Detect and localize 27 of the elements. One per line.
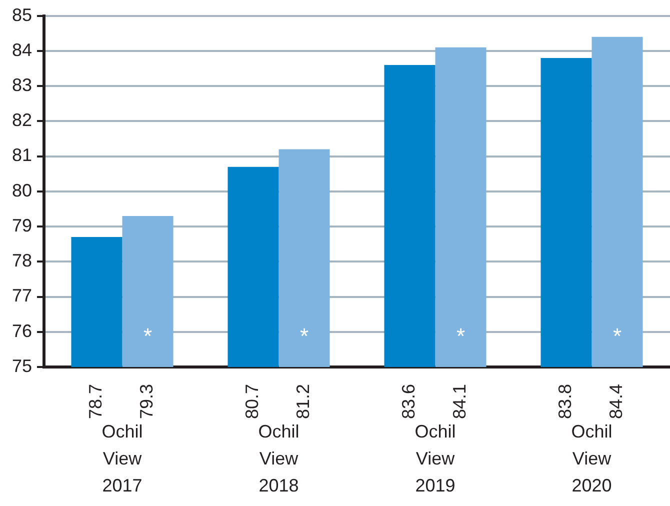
y-tick-label: 85 <box>12 4 32 25</box>
data-label: 83.8 <box>555 384 576 420</box>
y-tick-label: 78 <box>12 250 32 271</box>
annotation: * <box>300 323 309 348</box>
data-label: 84.1 <box>450 384 470 420</box>
annotation: * <box>456 323 466 348</box>
x-tick-label: Ochil View 2017 <box>102 421 143 496</box>
data-label: 81.2 <box>293 384 314 420</box>
data-label: 83.6 <box>398 384 419 420</box>
data-label: 84.4 <box>606 384 626 420</box>
x-tick-label: Ochil View 2019 <box>414 421 456 496</box>
y-tick-label: 77 <box>12 286 32 306</box>
annotation: * <box>143 323 152 348</box>
y-tick-label: 79 <box>12 215 32 236</box>
y-tick-label: 76 <box>12 320 32 341</box>
data-label: 78.7 <box>86 384 106 420</box>
annotation: * <box>612 323 622 348</box>
y-tick-label: 75 <box>12 356 32 376</box>
x-tick-label: Ochil View 2020 <box>571 421 612 496</box>
data-label: 79.3 <box>136 384 157 420</box>
y-tick-label: 83 <box>12 75 32 96</box>
y-tick-label: 82 <box>12 110 32 130</box>
data-label: 80.7 <box>242 384 262 420</box>
x-tick-label: Ochil View 2018 <box>258 421 300 496</box>
y-tick-label: 81 <box>12 145 32 166</box>
y-tick-label: 80 <box>12 180 32 200</box>
y-tick-label: 84 <box>12 40 32 60</box>
